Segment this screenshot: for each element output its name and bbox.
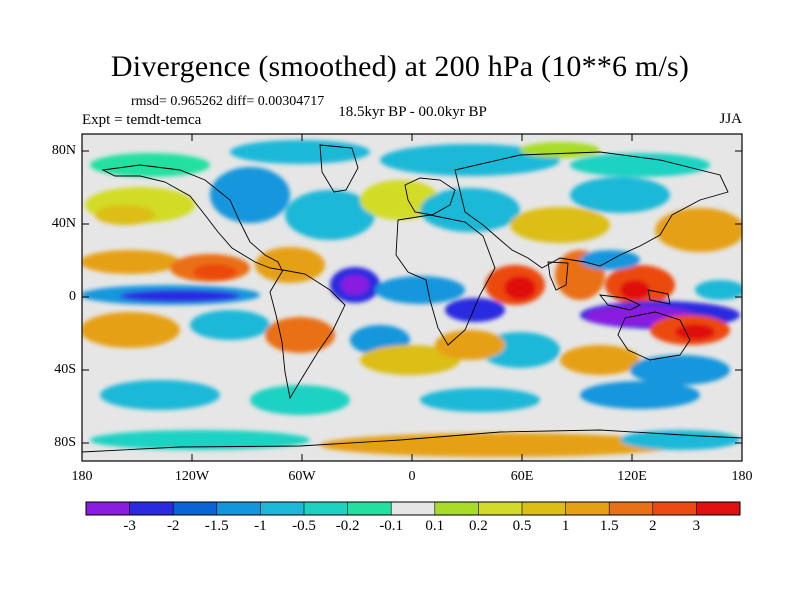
stats-line: rmsd= 0.965262 diff= 0.00304717 bbox=[131, 94, 325, 109]
colorbar-label: 0.5 bbox=[512, 518, 532, 534]
colorbar-label: 0.2 bbox=[469, 518, 488, 534]
lat-label: 80N bbox=[51, 143, 76, 158]
lon-label: 60W bbox=[288, 469, 316, 484]
colorbar-swatch bbox=[478, 502, 523, 515]
lon-label: 0 bbox=[408, 469, 416, 484]
colorbar-label: 1 bbox=[561, 518, 570, 534]
coastlines bbox=[82, 144, 742, 453]
colorbar-label: -3 bbox=[123, 518, 136, 534]
lat-label: 0 bbox=[69, 289, 76, 304]
colorbar-label: -0.2 bbox=[335, 518, 360, 534]
colorbar-swatch bbox=[216, 502, 261, 515]
period-label: 18.5kyr BP - 00.0kyr BP bbox=[338, 104, 487, 120]
colorbar-label: 1.5 bbox=[599, 518, 619, 534]
experiment-label: Expt = temdt-temca bbox=[82, 112, 202, 128]
colorbar-swatch bbox=[86, 502, 130, 515]
colorbar-swatch bbox=[696, 502, 741, 515]
colorbar-label: -2 bbox=[166, 518, 180, 534]
colorbar-swatch bbox=[652, 502, 697, 515]
colorbar-swatch bbox=[565, 502, 610, 515]
lon-label: 120W bbox=[174, 469, 210, 484]
axis-ticks bbox=[81, 134, 743, 461]
colorbar-swatch bbox=[434, 502, 479, 515]
colorbar-swatch bbox=[609, 502, 654, 515]
season-label: JJA bbox=[719, 111, 742, 127]
lat-label: 40N bbox=[51, 216, 76, 231]
colorbar-swatch bbox=[260, 502, 305, 515]
lat-label: 80S bbox=[54, 435, 76, 450]
colorbar-swatch bbox=[391, 502, 436, 515]
lon-label: 180 bbox=[731, 469, 753, 484]
plot-title: Divergence (smoothed) at 200 hPa (10**6 … bbox=[110, 50, 690, 83]
colorbar-label: -0.1 bbox=[379, 518, 404, 534]
colorbar bbox=[86, 502, 741, 515]
lat-label: 40S bbox=[54, 362, 76, 377]
colorbar-label: 3 bbox=[692, 518, 701, 534]
colorbar-frame bbox=[85, 501, 741, 516]
divergence-field bbox=[82, 134, 742, 461]
colorbar-label: 0.1 bbox=[425, 518, 445, 534]
colorbar-swatch bbox=[347, 502, 392, 515]
lon-label: 120E bbox=[617, 469, 647, 484]
colorbar-swatch bbox=[173, 502, 218, 515]
lon-label: 60E bbox=[510, 469, 534, 484]
colorbar-label: -0.5 bbox=[292, 518, 316, 534]
colorbar-label: 2 bbox=[649, 518, 657, 534]
colorbar-label: -1.5 bbox=[204, 518, 229, 534]
colorbar-swatch bbox=[522, 502, 566, 515]
colorbar-label: -1 bbox=[254, 518, 267, 534]
lon-label: 180 bbox=[71, 469, 93, 484]
colorbar-swatch bbox=[304, 502, 348, 515]
colorbar-swatch bbox=[129, 502, 174, 515]
